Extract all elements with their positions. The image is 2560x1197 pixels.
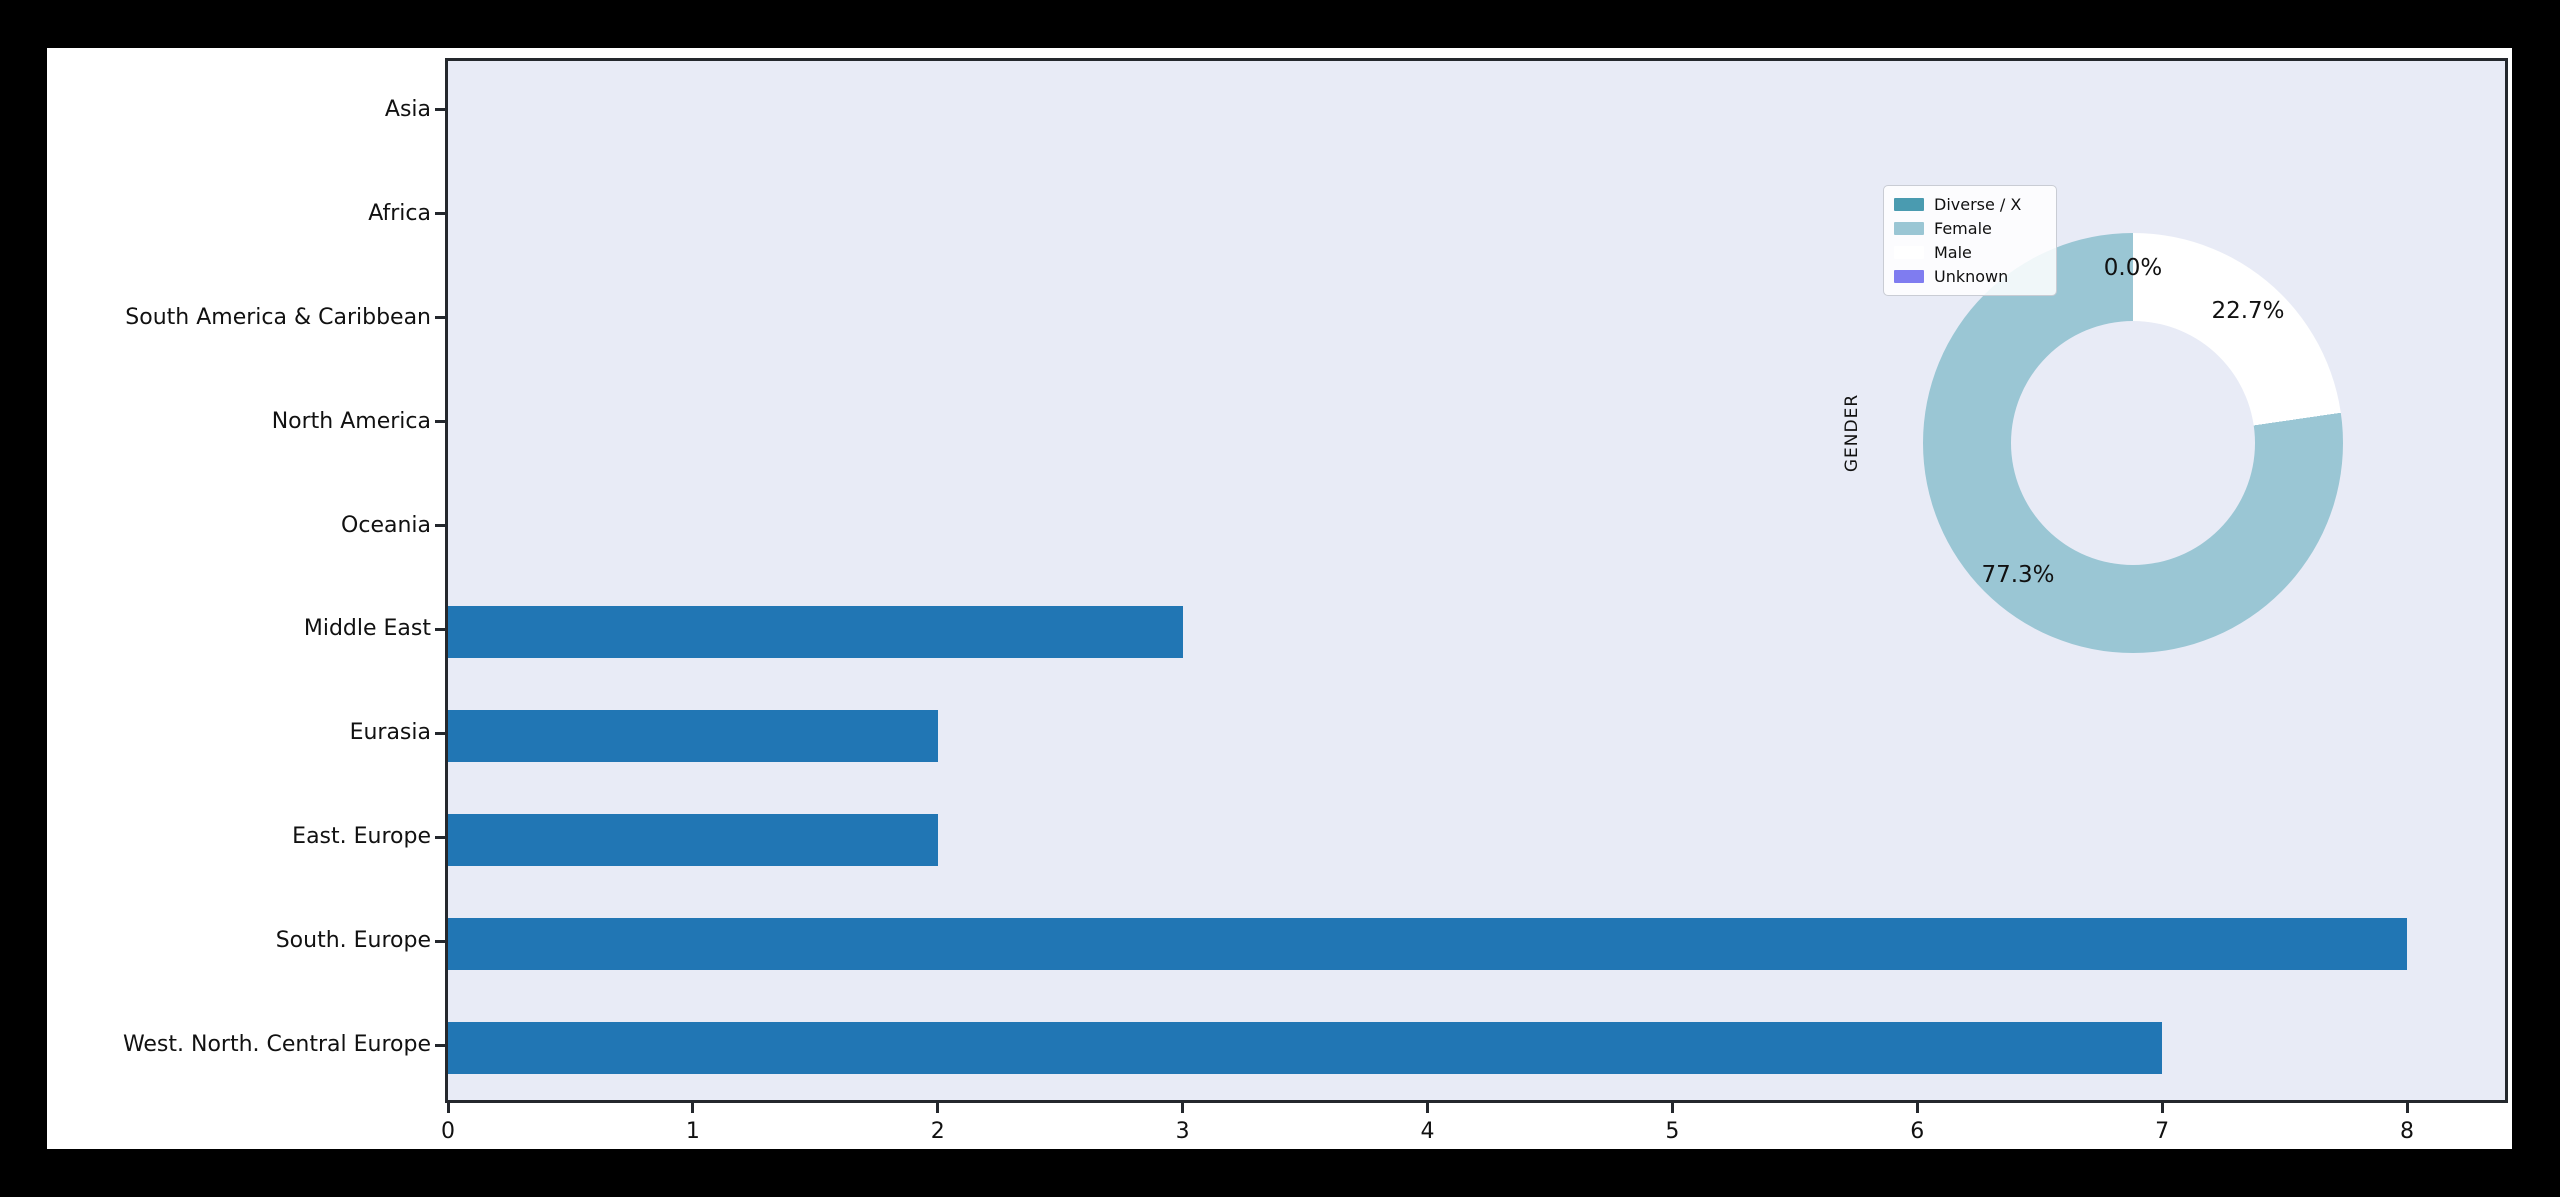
x-tick-mark — [1915, 1103, 1919, 1113]
x-tick-label: 3 — [1175, 1119, 1190, 1144]
y-tick-label: North America — [271, 408, 431, 434]
legend-label: Female — [1934, 218, 1992, 238]
legend-label: Male — [1934, 243, 1972, 263]
x-tick-label: 2 — [930, 1119, 945, 1144]
bar — [448, 1022, 2163, 1075]
x-tick-label: 0 — [441, 1119, 455, 1144]
y-tick-mark — [435, 1043, 445, 1047]
legend-item: Male — [1894, 242, 2046, 264]
pct-label: 22.7% — [2211, 298, 2285, 324]
x-tick-mark — [936, 1103, 940, 1113]
legend-swatch — [1894, 246, 1924, 260]
figure-canvas: Asia Africa South America & Caribbean North… — [47, 48, 2512, 1149]
legend-item: Female — [1894, 217, 2046, 239]
x-tick-label: 1 — [685, 1119, 700, 1144]
x-tick-label: 6 — [1910, 1119, 1925, 1144]
y-tick-label: Africa — [368, 200, 431, 226]
y-tick-mark — [435, 731, 445, 735]
x-tick-label: 8 — [2400, 1119, 2415, 1144]
bar — [448, 918, 2408, 971]
x-tick-mark — [2160, 1103, 2164, 1113]
y-tick-label: South. Europe — [275, 928, 431, 954]
y-tick-label: East. Europe — [292, 824, 431, 850]
y-tick-label: West. North. Central Europe — [122, 1032, 431, 1058]
y-tick-label: South America & Caribbean — [125, 304, 431, 330]
pct-label: 77.3% — [1981, 562, 2055, 588]
x-tick-mark — [2405, 1103, 2409, 1113]
y-tick-mark — [435, 316, 445, 320]
gender-chart-title: GENDER — [1842, 393, 1862, 473]
y-tick-label: Oceania — [341, 512, 431, 538]
x-tick-mark — [691, 1103, 695, 1113]
y-tick-mark — [435, 939, 445, 943]
legend-label: Unknown — [1934, 267, 2009, 287]
gender-donut-hole — [2011, 321, 2255, 565]
x-tick-mark — [1426, 1103, 1430, 1113]
y-tick-mark — [435, 835, 445, 839]
y-tick-label: Middle East — [303, 616, 431, 642]
y-tick-mark — [435, 420, 445, 424]
x-tick-mark — [1181, 1103, 1185, 1113]
y-tick-mark — [435, 627, 445, 631]
bar — [448, 710, 938, 763]
gender-donut-chart — [1923, 233, 2343, 653]
y-tick-mark — [435, 524, 445, 528]
legend-swatch — [1894, 270, 1924, 284]
x-tick-label: 4 — [1420, 1119, 1435, 1144]
x-tick-mark — [446, 1103, 450, 1113]
y-tick-mark — [435, 108, 445, 112]
bar — [448, 606, 1183, 659]
x-tick-label: 7 — [2155, 1119, 2170, 1144]
y-tick-label: Eurasia — [349, 720, 431, 746]
gender-legend: Diverse / X Female Male Unknown — [1883, 185, 2057, 296]
legend-swatch — [1894, 221, 1924, 235]
legend-item: Diverse / X — [1894, 193, 2046, 215]
legend-swatch — [1894, 197, 1924, 211]
pct-label: 0.0% — [2103, 255, 2163, 281]
legend-item: Unknown — [1894, 266, 2046, 288]
bar — [448, 814, 938, 867]
y-tick-label: Asia — [384, 96, 431, 122]
y-tick-mark — [435, 212, 445, 216]
x-tick-label: 5 — [1665, 1119, 1680, 1144]
legend-label: Diverse / X — [1934, 194, 2022, 214]
x-tick-mark — [1670, 1103, 1674, 1113]
